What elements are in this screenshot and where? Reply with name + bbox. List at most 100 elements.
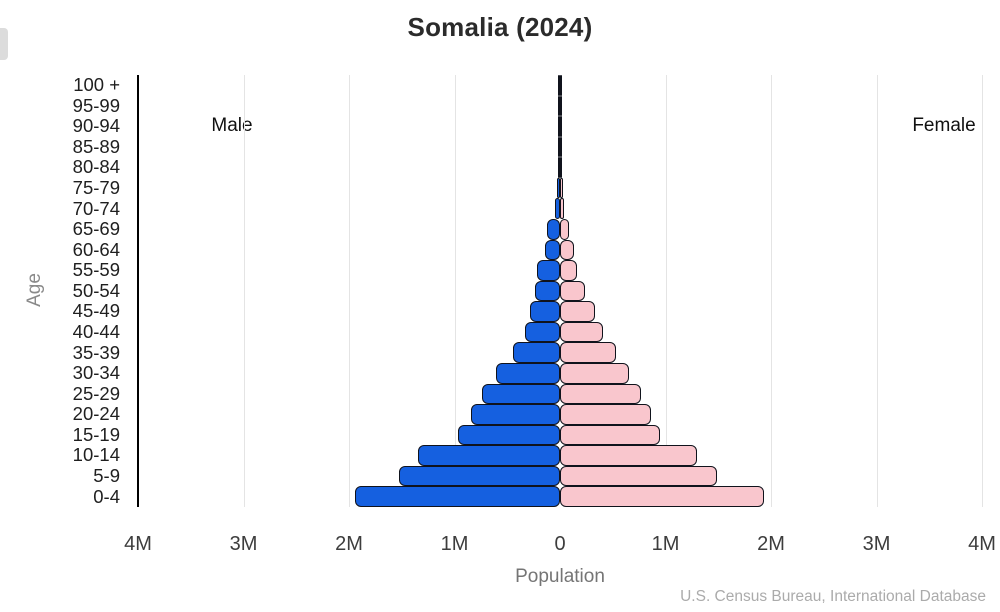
male-series-label: Male <box>211 115 253 136</box>
bar-male-30-34[interactable] <box>495 363 560 384</box>
age-tick-labels: 100 +95-99 90-94 85-89 80-84 75-79 70-74 65-69… <box>0 75 128 507</box>
bar-female-75-79[interactable] <box>560 177 563 199</box>
pyramid-bars <box>138 75 982 507</box>
age-tick-label: 70-74 <box>72 197 120 219</box>
bar-male-60-64[interactable] <box>545 239 560 261</box>
bar-male-45-49[interactable] <box>530 301 560 322</box>
pyramid-row-35-39 <box>138 342 982 363</box>
pyramid-row-85-89 <box>138 136 982 158</box>
pyramid-row-50-54 <box>138 280 982 302</box>
bar-female-60-64[interactable] <box>560 239 574 261</box>
age-tick-label: 100 + <box>73 74 120 96</box>
bar-female-95-99[interactable] <box>560 95 562 117</box>
bar-male-70-74[interactable] <box>554 198 560 219</box>
pyramid-row-60-64 <box>138 239 982 261</box>
age-tick-label: 50-54 <box>72 279 120 301</box>
age-tick-label: 40-44 <box>72 320 120 342</box>
bar-female-55-59[interactable] <box>560 260 577 281</box>
bar-female-65-69[interactable] <box>560 219 570 240</box>
population-tick-label: 3M <box>862 533 891 555</box>
bar-female-45-49[interactable] <box>560 301 595 322</box>
age-tick-label: 90-94 <box>72 115 120 137</box>
age-tick-label: 85-89 <box>72 135 120 157</box>
source-attribution: U.S. Census Bureau, International Databa… <box>680 588 986 605</box>
pyramid-row-90-94 <box>138 116 982 137</box>
bar-female-30-34[interactable] <box>560 363 629 384</box>
bar-female-50-54[interactable] <box>560 280 586 302</box>
bar-female-10-14[interactable] <box>560 445 698 466</box>
bar-male-65-69[interactable] <box>547 219 560 240</box>
age-tick-label: 75-79 <box>72 176 120 198</box>
bar-female-85-89[interactable] <box>560 136 562 158</box>
bar-male-55-59[interactable] <box>536 260 560 281</box>
age-tick-label: 25-29 <box>72 382 120 404</box>
age-tick-label: 0-4 <box>93 485 120 507</box>
bar-male-10-14[interactable] <box>417 445 560 466</box>
age-tick-label: 20-24 <box>72 403 120 425</box>
bar-female-100[interactable] <box>560 75 562 96</box>
bar-female-0-4[interactable] <box>560 486 764 507</box>
pyramid-row-10-14 <box>138 445 982 466</box>
bar-female-5-9[interactable] <box>560 465 718 487</box>
y-axis-line <box>137 75 139 507</box>
age-tick-label: 5-9 <box>93 465 120 487</box>
bar-male-80-84[interactable] <box>558 157 560 178</box>
age-tick-label: 45-49 <box>72 300 120 322</box>
bar-female-15-19[interactable] <box>560 424 661 446</box>
age-tick-label: 55-59 <box>72 259 120 281</box>
age-tick-label: 30-34 <box>72 362 120 384</box>
age-tick-label: 80-84 <box>72 156 120 178</box>
pyramid-row-20-24 <box>138 404 982 425</box>
bar-male-95-99[interactable] <box>558 95 560 117</box>
bar-male-25-29[interactable] <box>481 383 560 405</box>
pyramid-row-40-44 <box>138 321 982 343</box>
pyramid-row-95-99 <box>138 95 982 117</box>
bar-female-35-39[interactable] <box>560 342 616 363</box>
bar-male-85-89[interactable] <box>558 136 560 158</box>
population-tick-label: 1M <box>651 533 680 555</box>
bar-male-20-24[interactable] <box>471 404 560 425</box>
bar-female-25-29[interactable] <box>560 383 642 405</box>
bar-female-90-94[interactable] <box>560 116 562 137</box>
population-tick-label: 2M <box>757 533 785 555</box>
x-axis-title: Population <box>515 566 605 587</box>
bar-male-100[interactable] <box>558 75 560 96</box>
population-tick-label: 1M <box>440 533 469 555</box>
age-tick-label: 95-99 <box>72 94 120 116</box>
bar-male-90-94[interactable] <box>558 116 560 137</box>
bar-female-40-44[interactable] <box>560 321 604 343</box>
age-tick-label: 60-64 <box>72 238 120 260</box>
pyramid-row-45-49 <box>138 301 982 322</box>
bar-female-80-84[interactable] <box>560 157 562 178</box>
bar-male-75-79[interactable] <box>556 177 560 199</box>
gridline <box>349 75 350 507</box>
bar-male-35-39[interactable] <box>512 342 560 363</box>
pyramid-row-70-74 <box>138 198 982 219</box>
bar-male-0-4[interactable] <box>355 486 560 507</box>
bar-male-50-54[interactable] <box>534 280 560 302</box>
pyramid-row-25-29 <box>138 383 982 405</box>
population-tick-label: 4M <box>968 533 996 555</box>
age-tick-label: 15-19 <box>72 423 120 445</box>
screen-edge-artifact <box>0 28 8 60</box>
chart-title: Somalia (2024) <box>407 12 593 42</box>
pyramid-row-80-84 <box>138 157 982 178</box>
population-tick-label: 2M <box>335 533 363 555</box>
pyramid-row-65-69 <box>138 219 982 240</box>
pyramid-row-0-4 <box>138 486 982 507</box>
bar-male-15-19[interactable] <box>457 424 560 446</box>
age-tick-label: 65-69 <box>72 218 120 240</box>
population-tick-label: 0 <box>554 533 566 555</box>
bar-female-70-74[interactable] <box>560 198 565 219</box>
population-tick-label: 4M <box>124 533 152 555</box>
female-series-label: Female <box>912 115 976 136</box>
bar-female-20-24[interactable] <box>560 404 651 425</box>
population-tick-label: 3M <box>229 533 258 555</box>
pyramid-row-100 <box>138 75 982 96</box>
pyramid-row-5-9 <box>138 465 982 487</box>
gridline <box>665 75 667 507</box>
pyramid-row-30-34 <box>138 363 982 384</box>
bar-male-40-44[interactable] <box>525 321 560 343</box>
bar-male-5-9[interactable] <box>398 465 560 487</box>
